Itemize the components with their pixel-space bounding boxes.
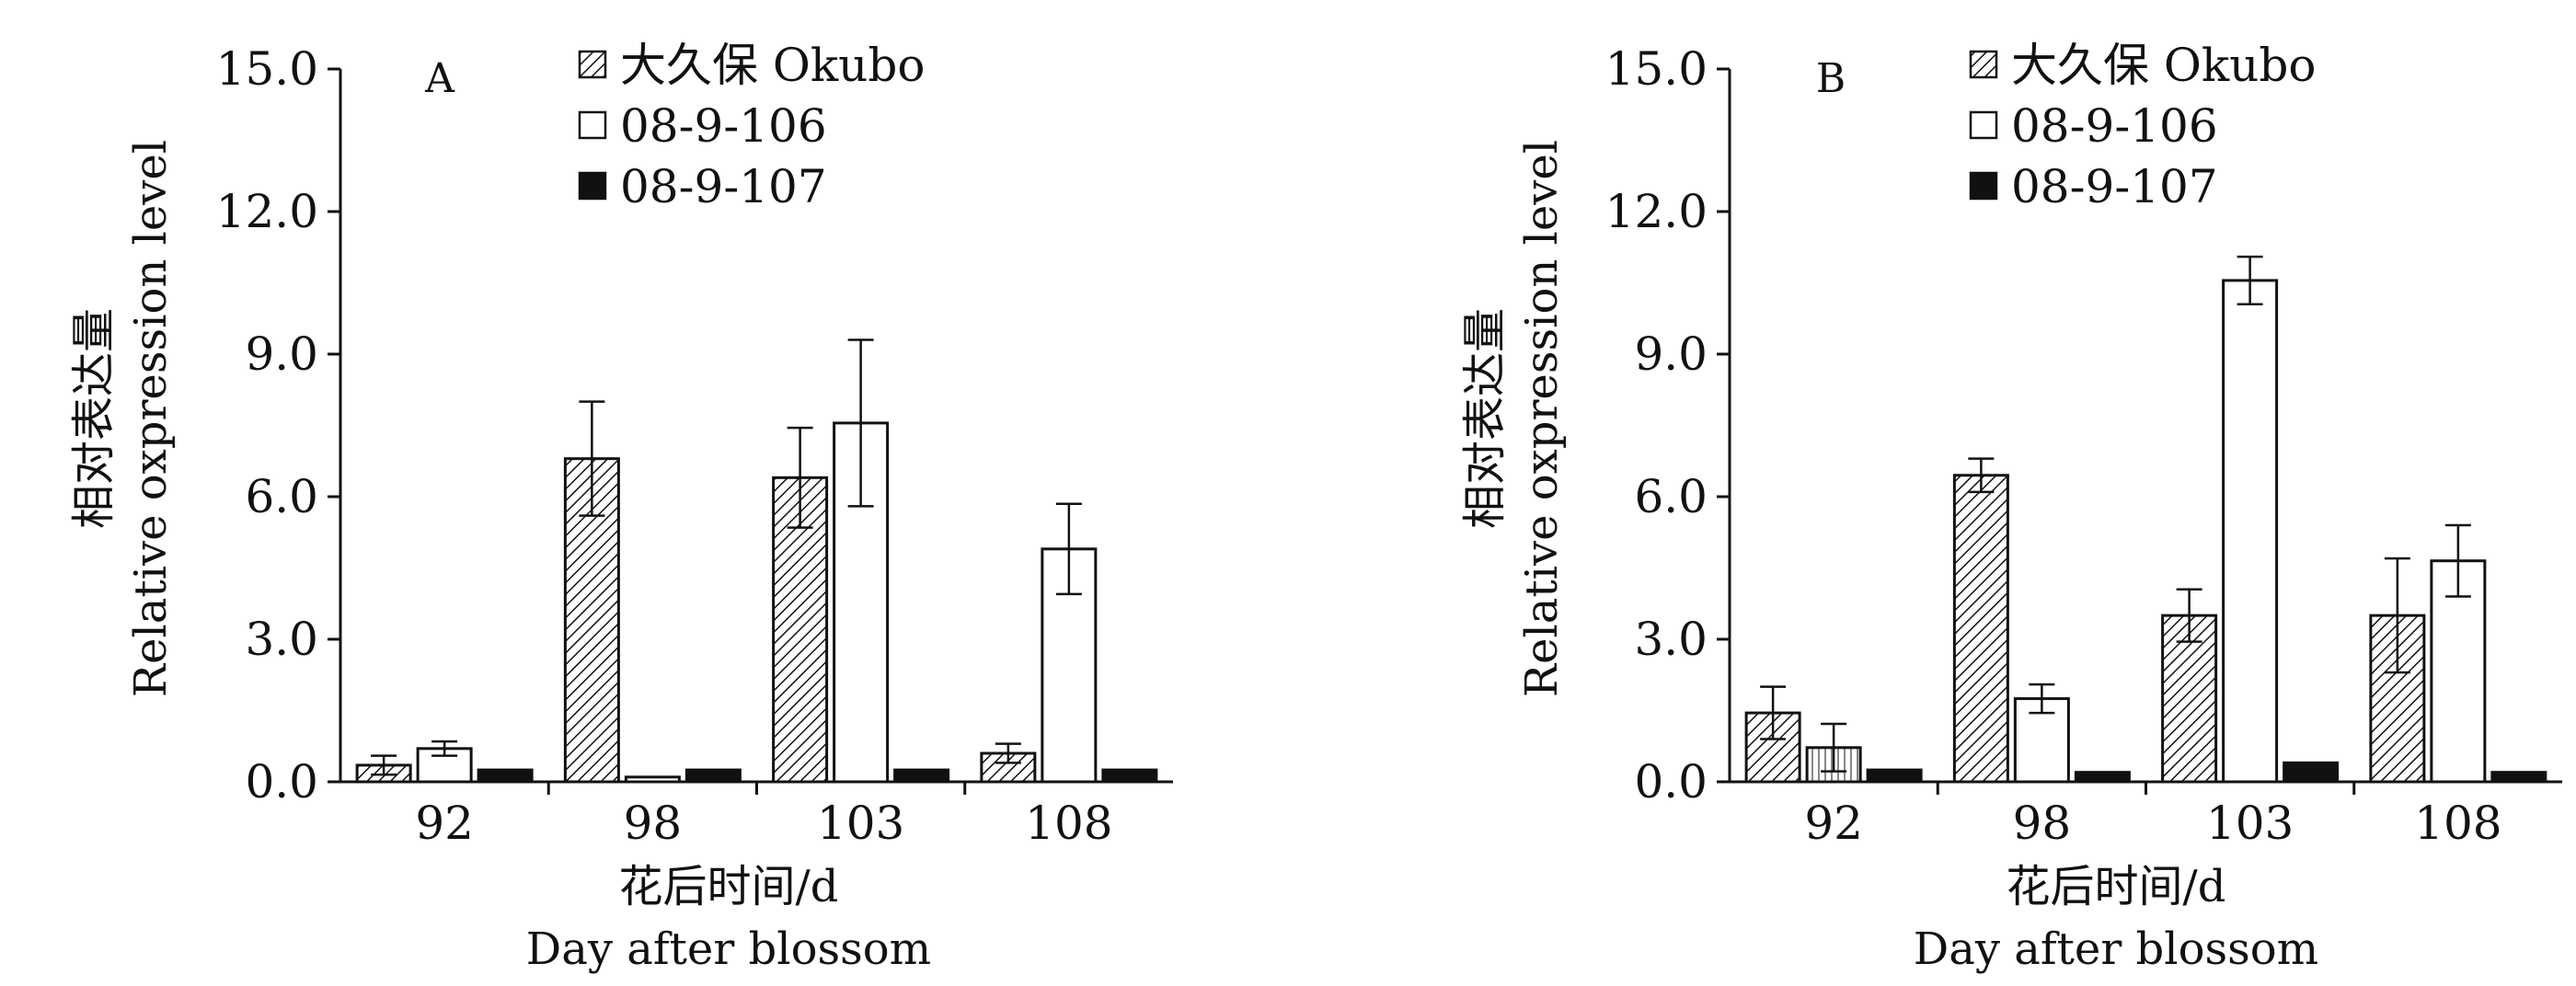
bar-black-108: [2490, 771, 2547, 784]
x-tick-label: 98: [624, 797, 683, 850]
y-tick-label: 3.0: [1634, 613, 1708, 666]
bar-white-98: [624, 775, 681, 784]
x-tick-label: 103: [2206, 797, 2294, 850]
legend-label: 08-9-106: [2011, 99, 2218, 153]
y-tick-label: 0.0: [245, 755, 318, 808]
x-tick-label: 108: [2414, 797, 2501, 850]
x-axis-title-cn-b: 花后时间/d: [2007, 861, 2226, 912]
y-axis-title-en-a: Relative oxpression level: [125, 140, 177, 697]
legend-swatch-white: [578, 110, 607, 140]
bar-hatch-98: [1952, 474, 2009, 784]
x-axis-title-en-a: Day after blossom: [526, 923, 931, 975]
y-tick-label: 15.0: [1605, 42, 1708, 96]
legend-label: 08-9-107: [2011, 160, 2218, 213]
y-tick-label: 15.0: [216, 42, 318, 96]
x-tick-label: 108: [1025, 797, 1112, 850]
y-axis-title-cn-b: 相对表达量: [1459, 308, 1511, 529]
y-axis-title-en-b: Relative oxpression level: [1516, 140, 1568, 697]
legend-a: 大久保 Okubo 08-9-106 08-9-107: [578, 39, 926, 213]
x-tick-label: 92: [1804, 797, 1863, 850]
bar-white-108: [2430, 559, 2487, 784]
legend-label: 08-9-107: [620, 160, 827, 213]
y-tick-label: 9.0: [245, 327, 318, 381]
x-axis-title-cn-a: 花后时间/d: [619, 861, 839, 912]
legend-label: 08-9-106: [620, 99, 827, 153]
bar-black-92: [477, 768, 534, 784]
legend-swatch-hatch: [1969, 50, 1998, 79]
legend-swatch-black: [578, 171, 607, 201]
legend-swatch-white: [1969, 110, 1998, 140]
legend-label: 大久保 Okubo: [620, 39, 926, 92]
bars-a: [355, 338, 1158, 784]
y-tick-label: 9.0: [1634, 327, 1708, 381]
bar-black-108: [1101, 768, 1158, 784]
y-axis-title-cn-a: 相对表达量: [68, 308, 120, 529]
x-tick-label: 98: [2013, 797, 2072, 850]
bar-black-103: [2283, 761, 2340, 784]
y-tick-label: 6.0: [1634, 470, 1708, 523]
axes-a: 0.0 3.0 6.0 9.0 12.0 15.0 92 98 103 108: [216, 42, 1173, 850]
y-tick-label: 0.0: [1634, 755, 1708, 808]
chart-panel-b: B 大久保 Okubo 08-9-106 08-9-107 0.0 3.0 6.0 9.0…: [1459, 39, 2562, 975]
chart-panel-a: A 大久保 Okubo 08-9-106 08-9-107 0.0 3.0 6.0 9.0…: [68, 39, 1173, 975]
legend-swatch-hatch: [578, 50, 607, 79]
y-tick-label: 6.0: [245, 470, 318, 523]
panel-label-a: A: [424, 55, 455, 102]
y-tick-label: 3.0: [245, 613, 318, 666]
legend-b: 大久保 Okubo 08-9-106 08-9-107: [1969, 39, 2317, 213]
x-tick-label: 103: [817, 797, 904, 850]
bars-b: [1744, 255, 2547, 784]
bar-white-103: [2222, 279, 2279, 784]
panel-label-b: B: [1816, 55, 1846, 102]
bar-black-92: [1866, 768, 1923, 784]
y-tick-label: 12.0: [1605, 185, 1708, 238]
x-axis-title-en-b: Day after blossom: [1914, 923, 2318, 975]
axes-b: 0.0 3.0 6.0 9.0 12.0 15.0 92 98 103 108: [1605, 42, 2562, 850]
bar-black-98: [684, 768, 742, 784]
legend-label: 大久保 Okubo: [2011, 39, 2317, 92]
bar-black-98: [2074, 771, 2131, 784]
bar-black-103: [893, 768, 950, 784]
y-tick-label: 12.0: [216, 185, 318, 238]
legend-swatch-black: [1969, 171, 1998, 201]
x-tick-label: 92: [415, 797, 474, 850]
